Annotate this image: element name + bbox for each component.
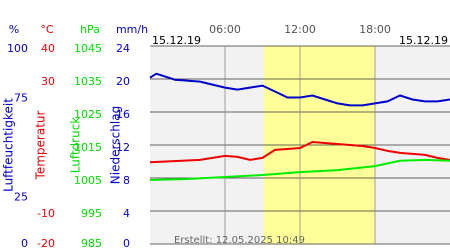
y-tick-label: 1025 [74,108,102,121]
series-line [149,158,450,181]
y-tick-label: 30 [41,75,55,88]
axis-unit: mm/h [116,23,148,36]
y-tick-label: -20 [37,237,55,250]
y-tick-label: 12 [116,141,130,154]
axis-title: Luftdruck [69,117,83,174]
y-tick-label: 25 [14,191,28,204]
y-tick-label: 0 [21,237,28,250]
date-left: 15.12.19 [152,34,201,47]
y-tick-label: 20 [116,75,130,88]
x-tick-label: 06:00 [209,23,241,36]
y-tick-label: 24 [116,42,130,55]
series-line [149,140,450,164]
y-tick-label: 8 [123,174,130,187]
y-tick-label: 995 [81,207,102,220]
date-right: 15.12.19 [399,34,448,47]
axis-unit: °C [40,23,54,36]
y-tick-label: 4 [123,207,130,220]
y-tick-label: 985 [81,237,102,250]
y-tick-label: 1045 [74,42,102,55]
x-tick-label: 18:00 [359,23,391,36]
y-tick-label: 75 [14,92,28,105]
x-tick-label: 12:00 [284,23,316,36]
y-tick-label: -10 [37,207,55,220]
y-tick-label: 0 [123,237,130,250]
axis-title: Niederschlag [109,106,123,184]
y-tick-label: 1035 [74,75,102,88]
axis-title: Luftfeuchtigkeit [2,98,16,192]
y-tick-label: 16 [116,108,130,121]
footer: Erstellt: 12.05.2025 10:49 [174,235,305,246]
axis-title: Temperatur [34,110,48,180]
axis-unit: hPa [80,23,100,36]
y-tick-label: 1005 [74,174,102,187]
y-tick-label: 40 [41,42,55,55]
y-tick-label: 100 [7,42,28,55]
y-tick-label: 1015 [74,141,102,154]
axis-unit: % [9,23,19,36]
series-line [149,72,450,107]
